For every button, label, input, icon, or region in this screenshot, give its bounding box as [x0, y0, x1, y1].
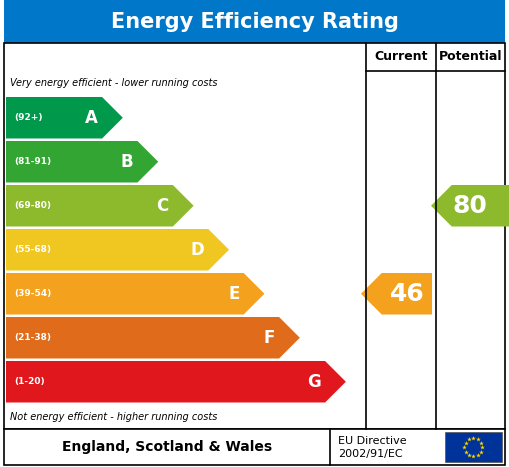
Text: 2002/91/EC: 2002/91/EC — [338, 449, 403, 459]
Text: Current: Current — [374, 50, 428, 64]
Polygon shape — [6, 185, 193, 226]
Text: G: G — [307, 373, 321, 391]
Polygon shape — [6, 317, 300, 359]
Polygon shape — [6, 141, 158, 183]
Polygon shape — [6, 361, 346, 403]
Text: A: A — [85, 109, 98, 127]
Polygon shape — [6, 229, 229, 270]
Text: C: C — [157, 197, 169, 215]
Text: (69-80): (69-80) — [14, 201, 51, 210]
Polygon shape — [6, 273, 264, 314]
Text: (92+): (92+) — [14, 113, 42, 122]
Text: (81-91): (81-91) — [14, 157, 51, 166]
Text: Not energy efficient - higher running costs: Not energy efficient - higher running co… — [10, 412, 217, 422]
Polygon shape — [361, 273, 432, 314]
Text: E: E — [229, 285, 240, 303]
Bar — [4, 43, 505, 429]
Bar — [4, 0, 505, 43]
Text: D: D — [190, 241, 204, 259]
Text: F: F — [264, 329, 275, 347]
Text: 46: 46 — [389, 282, 424, 306]
Text: 80: 80 — [453, 194, 487, 218]
Text: Energy Efficiency Rating: Energy Efficiency Rating — [110, 12, 399, 31]
Text: (21-38): (21-38) — [14, 333, 51, 342]
Text: England, Scotland & Wales: England, Scotland & Wales — [62, 440, 272, 454]
Bar — [445, 432, 502, 462]
Text: EU Directive: EU Directive — [338, 436, 407, 446]
Polygon shape — [431, 185, 509, 226]
Text: (1-20): (1-20) — [14, 377, 45, 386]
Bar — [4, 429, 505, 465]
Text: Potential: Potential — [439, 50, 502, 64]
Text: (39-54): (39-54) — [14, 289, 51, 298]
Text: Very energy efficient - lower running costs: Very energy efficient - lower running co… — [10, 78, 217, 88]
Text: B: B — [121, 153, 133, 171]
Text: (55-68): (55-68) — [14, 245, 51, 254]
Polygon shape — [6, 97, 123, 139]
